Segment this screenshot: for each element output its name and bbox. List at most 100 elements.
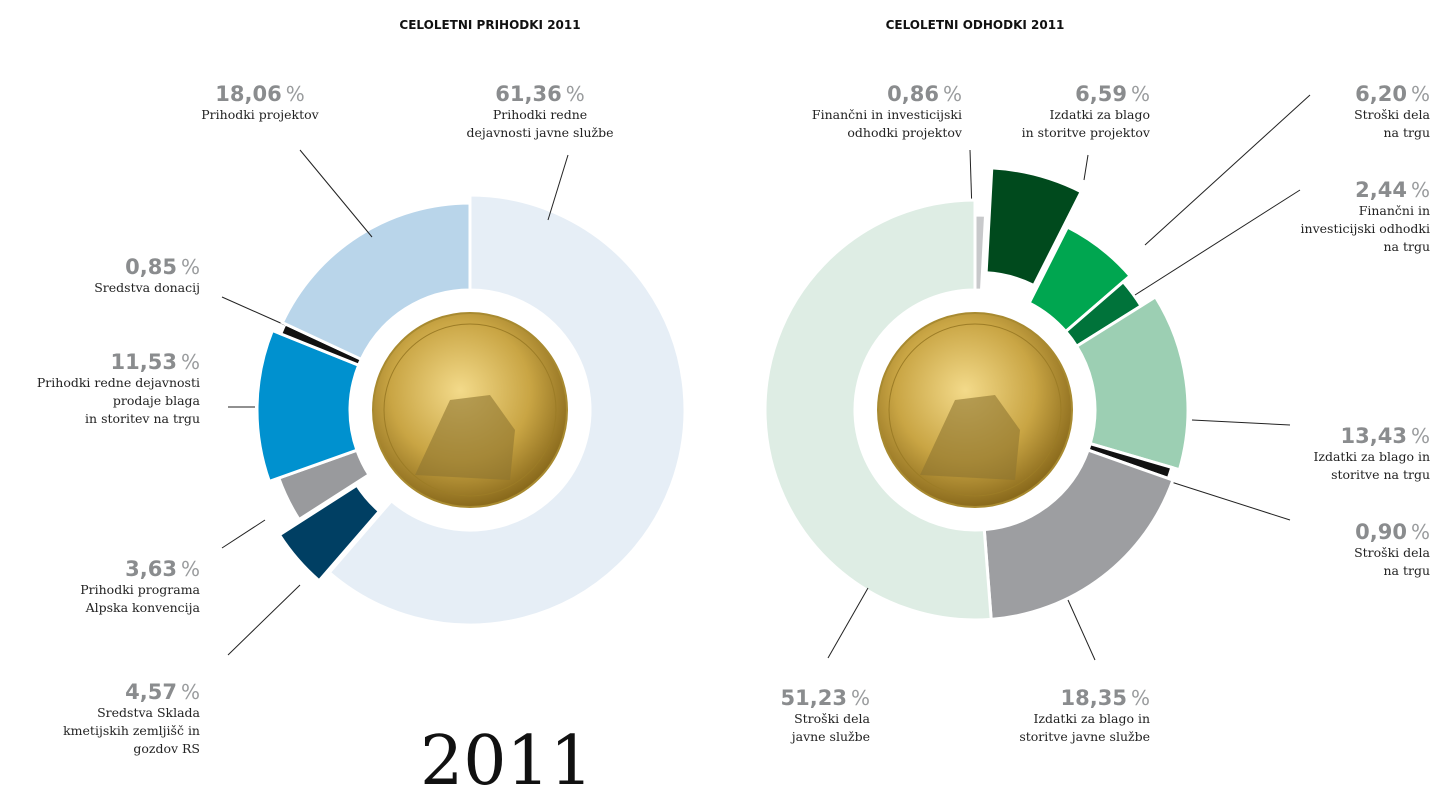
donut-segment: [973, 213, 988, 292]
value-line: 18,35%: [910, 686, 1150, 710]
unit-label: %: [850, 686, 870, 710]
data-label: 18,35% Izdatki za blago in storitve javne…: [910, 686, 1150, 746]
leader-line: [221, 296, 286, 326]
leader-line: [299, 149, 373, 238]
value-line: 61,36%: [420, 82, 660, 106]
data-label: 61,36% Prihodki redne dejavnosti javne sl…: [420, 82, 660, 142]
chart-title: CELOLETNI ODHODKI 2011: [885, 18, 1065, 32]
leader-line: [547, 154, 569, 221]
data-label: 6,20% Stroški dela na trgu: [1190, 82, 1430, 142]
unit-label: %: [565, 82, 585, 106]
leader-line: [1134, 189, 1301, 296]
value-label: 0,86: [887, 82, 939, 106]
category-label: Stroški dela na trgu: [1354, 107, 1430, 140]
data-label: 2,44% Finančni in investicijski odhodki n…: [1190, 178, 1430, 256]
unit-label: %: [180, 680, 200, 704]
donut-segment: [327, 193, 687, 627]
category-label: Stroški dela na trgu: [1354, 545, 1430, 578]
unit-label: %: [1410, 178, 1430, 202]
value-label: 2,44: [1355, 178, 1407, 202]
category-label: Finančni in investicijski odhodki na trg…: [1300, 203, 1430, 254]
coin-rim: [383, 323, 557, 497]
donut-segment: [255, 328, 361, 484]
value-label: 51,23: [780, 686, 847, 710]
leader-line: [1164, 479, 1291, 521]
category-label: Finančni in investicijski odhodki projek…: [811, 107, 962, 140]
value-line: 0,85%: [0, 255, 200, 279]
value-line: 4,57%: [0, 680, 200, 704]
category-label: Sredstva Sklada kmetijskih zemljišč in g…: [63, 705, 200, 756]
donut-segment: [984, 166, 1084, 288]
unit-label: %: [180, 557, 200, 581]
category-label: Izdatki za blago in storitve javne služb…: [1019, 711, 1150, 744]
data-label: 3,63% Prihodki programa Alpska konvencija: [0, 557, 200, 617]
value-line: 0,90%: [1190, 520, 1430, 544]
value-label: 61,36: [495, 82, 562, 106]
value-label: 13,43: [1340, 424, 1407, 448]
value-label: 11,53: [110, 350, 177, 374]
category-label: Prihodki redne dejavnosti javne službe: [466, 107, 614, 140]
leader-line: [1067, 599, 1096, 661]
leader-line: [1083, 154, 1089, 181]
category-label: Prihodki redne dejavnosti prodaje blaga …: [36, 375, 200, 426]
category-label: Stroški dela javne službe: [791, 711, 870, 744]
value-label: 3,63: [125, 557, 177, 581]
value-line: 51,23%: [630, 686, 870, 710]
value-label: 18,35: [1060, 686, 1127, 710]
donut-segment: [277, 483, 382, 583]
unit-label: %: [285, 82, 305, 106]
value-label: 6,59: [1075, 82, 1127, 106]
value-label: 4,57: [125, 680, 177, 704]
unit-label: %: [1130, 686, 1150, 710]
value-line: 6,20%: [1190, 82, 1430, 106]
data-label: 11,53% Prihodki redne dejavnosti prodaje …: [0, 350, 200, 428]
value-line: 2,44%: [1190, 178, 1430, 202]
data-label: 51,23% Stroški dela javne službe: [630, 686, 870, 746]
leader-line: [1144, 94, 1311, 246]
coin-mountain: [920, 395, 1020, 480]
unit-label: %: [942, 82, 962, 106]
donut-segment: [280, 201, 472, 362]
year-label: 2011: [420, 722, 594, 801]
unit-label: %: [180, 255, 200, 279]
value-line: 18,06%: [140, 82, 380, 106]
value-line: 13,43%: [1190, 424, 1430, 448]
unit-label: %: [180, 350, 200, 374]
value-line: 11,53%: [0, 350, 200, 374]
data-label: 0,90% Stroški dela na trgu: [1190, 520, 1430, 580]
value-label: 18,06: [215, 82, 282, 106]
category-label: Prihodki projektov: [201, 107, 319, 122]
leader-line: [1191, 419, 1291, 426]
category-label: Izdatki za blago in storitve projektov: [1021, 107, 1150, 140]
unit-label: %: [1410, 424, 1430, 448]
data-label: 6,59% Izdatki za blago in storitve projek…: [910, 82, 1150, 142]
unit-label: %: [1410, 82, 1430, 106]
chart-title: CELOLETNI PRIHODKI 2011: [399, 18, 581, 32]
data-label: 18,06% Prihodki projektov: [140, 82, 380, 124]
value-line: 3,63%: [0, 557, 200, 581]
donut-segment: [763, 198, 993, 622]
coin-mountain: [415, 395, 515, 480]
category-label: Sredstva donacij: [94, 280, 200, 295]
coin-rim: [888, 323, 1062, 497]
leader-line: [221, 519, 266, 549]
unit-label: %: [1410, 520, 1430, 544]
data-label: 13,43% Izdatki za blago in storitve na tr…: [1190, 424, 1430, 484]
data-label: 0,85% Sredstva donacij: [0, 255, 200, 297]
value-line: 0,86%: [722, 82, 962, 106]
leader-line: [227, 584, 301, 656]
value-label: 0,90: [1355, 520, 1407, 544]
unit-label: %: [1130, 82, 1150, 106]
leader-line: [827, 587, 869, 659]
category-label: Izdatki za blago in storitve na trgu: [1313, 449, 1430, 482]
value-label: 6,20: [1355, 82, 1407, 106]
donut-segment: [1074, 294, 1190, 472]
value-line: 6,59%: [910, 82, 1150, 106]
value-label: 0,85: [125, 255, 177, 279]
category-label: Prihodki programa Alpska konvencija: [80, 582, 200, 615]
data-label: 4,57% Sredstva Sklada kmetijskih zemljišč…: [0, 680, 200, 758]
data-label: 0,86% Finančni in investicijski odhodki p…: [722, 82, 962, 142]
donut-segment: [982, 448, 1175, 621]
